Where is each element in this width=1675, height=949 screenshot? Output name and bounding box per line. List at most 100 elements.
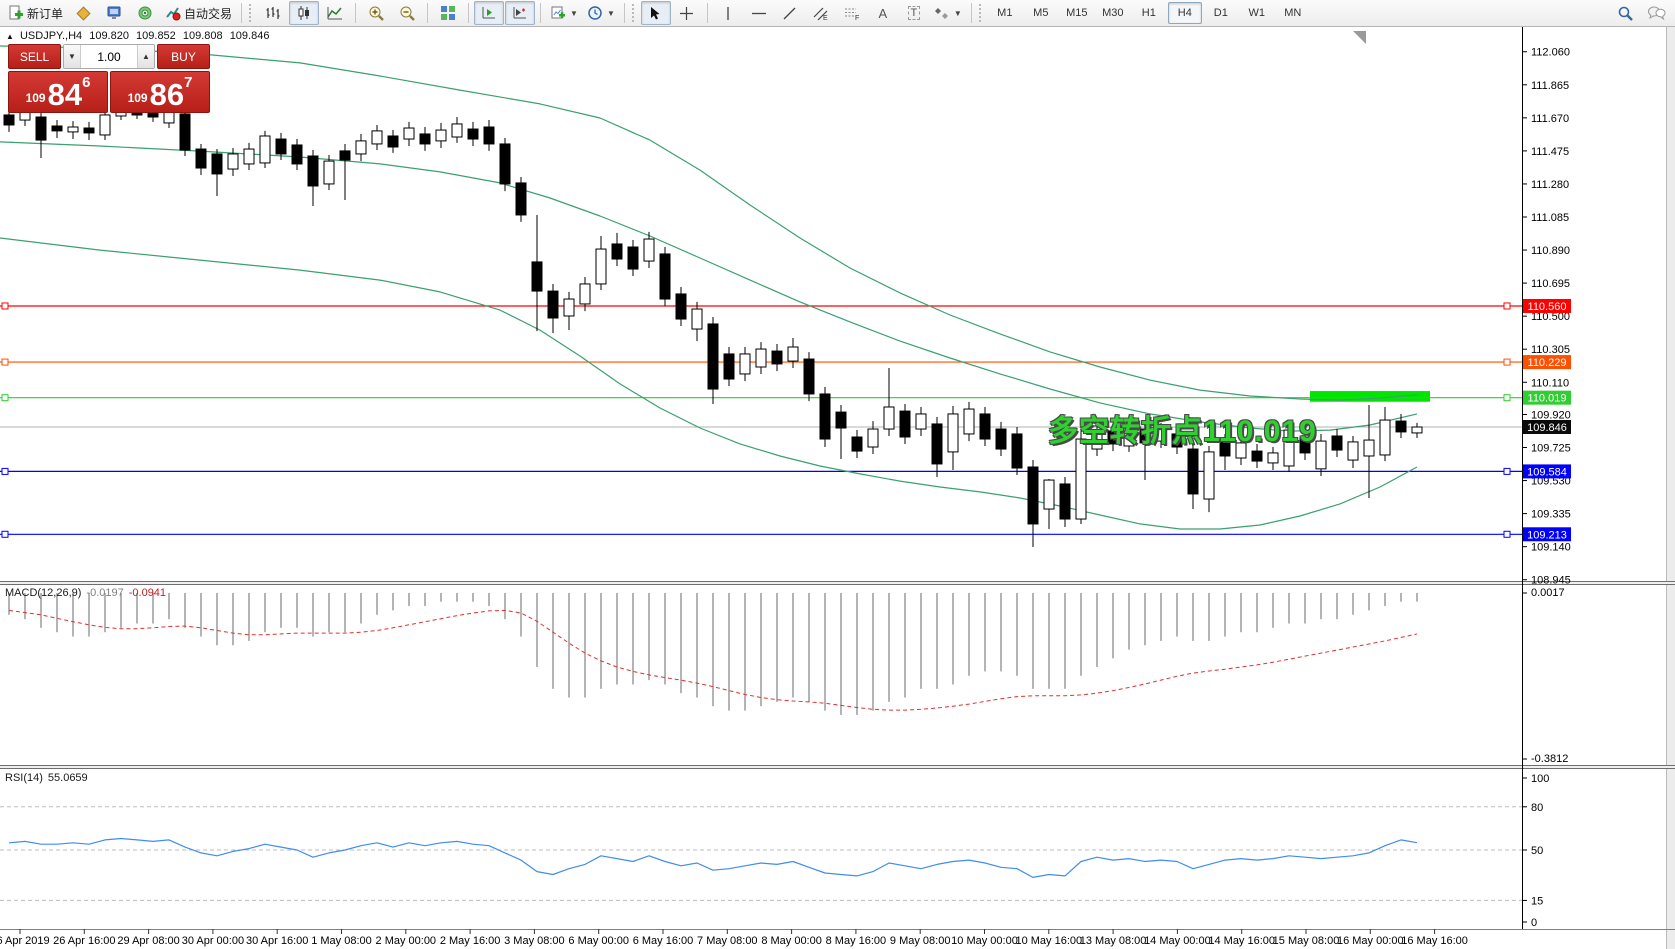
candle-body[interactable] — [611, 243, 623, 260]
candle-body[interactable] — [1091, 433, 1103, 450]
candle-body[interactable] — [531, 261, 543, 292]
fibonacci-tool-button[interactable]: F — [837, 1, 867, 25]
candle-body[interactable] — [259, 135, 271, 164]
text-tool-button[interactable]: A — [868, 1, 898, 25]
timeframe-h4-button[interactable]: H4 — [1167, 2, 1202, 24]
candle-body[interactable] — [947, 413, 959, 453]
timeframe-h1-button[interactable]: H1 — [1141, 7, 1156, 19]
candle-body[interactable] — [99, 114, 111, 136]
candle-body[interactable] — [1251, 450, 1263, 462]
panel-separator[interactable] — [0, 765, 1675, 769]
candle-body[interactable] — [1027, 466, 1039, 525]
candle-body[interactable] — [1235, 442, 1247, 459]
panel-separator[interactable] — [0, 581, 1675, 585]
tile-windows-button[interactable] — [433, 1, 463, 25]
timeframe-d1-button[interactable]: D1 — [1213, 7, 1228, 19]
candle-body[interactable] — [211, 153, 223, 175]
candle-body[interactable] — [835, 411, 847, 429]
pivot-highlight-bar[interactable] — [1310, 391, 1430, 402]
equidistant-channel-tool-button[interactable]: E — [806, 1, 836, 25]
candle-body[interactable] — [627, 246, 639, 270]
candle-body[interactable] — [1395, 420, 1407, 433]
vertical-line-tool-button[interactable] — [713, 1, 743, 25]
timeframe-mn-button[interactable]: MN — [1284, 7, 1302, 19]
candle-body[interactable] — [883, 406, 895, 430]
candle-body[interactable] — [915, 413, 927, 430]
candle-body[interactable] — [563, 298, 575, 317]
candle-body[interactable] — [1219, 440, 1231, 457]
candle-body[interactable] — [515, 182, 527, 216]
scroll-to-end-marker[interactable] — [1353, 31, 1366, 44]
bollinger-lower-band[interactable] — [0, 237, 1418, 530]
candle-body[interactable] — [1187, 448, 1199, 495]
sell-price-tile[interactable]: 109 84 6 — [8, 71, 108, 113]
candle-body[interactable] — [467, 128, 479, 140]
candle-body[interactable] — [67, 126, 79, 133]
profiles-button[interactable] — [68, 1, 98, 25]
candle-body[interactable] — [323, 160, 335, 185]
candle-body[interactable] — [403, 127, 415, 140]
candle-body[interactable] — [51, 125, 63, 132]
cursor-tool-button[interactable] — [640, 1, 671, 25]
zoom-out-button[interactable] — [392, 1, 422, 25]
candle-body[interactable] — [83, 127, 95, 134]
auto-scroll-button[interactable] — [474, 1, 505, 25]
candle-body[interactable] — [451, 123, 463, 138]
candle-body[interactable] — [1011, 433, 1023, 469]
candle-body[interactable] — [931, 423, 943, 465]
candle-body[interactable] — [1379, 419, 1391, 456]
arrows-tool-dropdown[interactable]: ▼ — [930, 1, 966, 25]
candle-body[interactable] — [275, 138, 287, 155]
candle-body[interactable] — [1315, 440, 1327, 470]
new-chart-dropdown[interactable]: ▼ — [546, 1, 582, 25]
candle-body[interactable] — [1363, 439, 1375, 457]
text-label-tool-button[interactable]: T — [899, 1, 929, 25]
volume-increase-button[interactable]: ▲ — [137, 45, 154, 68]
candle-body[interactable] — [1171, 433, 1183, 448]
candle-body[interactable] — [707, 323, 719, 390]
line-chart-mode-button[interactable] — [320, 1, 350, 25]
candle-body[interactable] — [659, 253, 671, 300]
candle-body[interactable] — [963, 408, 975, 435]
candle-body[interactable] — [1267, 452, 1279, 464]
new-order-button[interactable]: 新订单 — [4, 1, 67, 25]
bollinger-middle-band[interactable] — [0, 141, 1418, 432]
timeframe-w1-button[interactable]: W1 — [1248, 7, 1266, 19]
zoom-in-button[interactable] — [361, 1, 391, 25]
trendline-tool-button[interactable] — [775, 1, 805, 25]
candle-body[interactable] — [691, 308, 703, 330]
candle-body[interactable] — [387, 135, 399, 148]
timeframe-m30-button[interactable]: M30 — [1102, 7, 1124, 19]
timeframe-m15-button[interactable]: M15 — [1066, 7, 1088, 19]
toolbar-drag-handle[interactable] — [978, 4, 985, 22]
candle-body[interactable] — [355, 140, 367, 155]
timeframe-m1-button[interactable]: M1 — [997, 7, 1013, 19]
candle-body[interactable] — [755, 348, 767, 368]
timeframe-m5-button[interactable]: M5 — [1033, 7, 1049, 19]
candlestick-mode-button[interactable] — [289, 1, 320, 25]
candle-body[interactable] — [35, 116, 47, 141]
candle-body[interactable] — [1139, 428, 1151, 444]
candle-body[interactable] — [1331, 435, 1343, 451]
candle-body[interactable] — [419, 133, 431, 145]
candle-body[interactable] — [179, 113, 191, 151]
sell-button[interactable]: SELL — [8, 44, 61, 69]
horizontal-line-tool-button[interactable] — [744, 1, 774, 25]
crosshair-tool-button[interactable] — [672, 1, 702, 25]
volume-input[interactable] — [81, 45, 137, 68]
candle-body[interactable] — [851, 436, 863, 452]
candle-body[interactable] — [1299, 436, 1311, 454]
candle-body[interactable] — [595, 248, 607, 285]
candle-body[interactable] — [547, 290, 559, 319]
candle-body[interactable] — [643, 238, 655, 262]
buy-button[interactable]: BUY — [157, 44, 210, 69]
candle-body[interactable] — [899, 410, 911, 438]
candle-body[interactable] — [1043, 479, 1055, 510]
candle-body[interactable] — [1059, 483, 1071, 520]
periods-dropdown[interactable]: ▼ — [583, 1, 619, 25]
candle-body[interactable] — [819, 393, 831, 440]
candle-body[interactable] — [499, 143, 511, 185]
candle-body[interactable] — [1411, 426, 1423, 434]
signals-button[interactable] — [130, 1, 160, 25]
